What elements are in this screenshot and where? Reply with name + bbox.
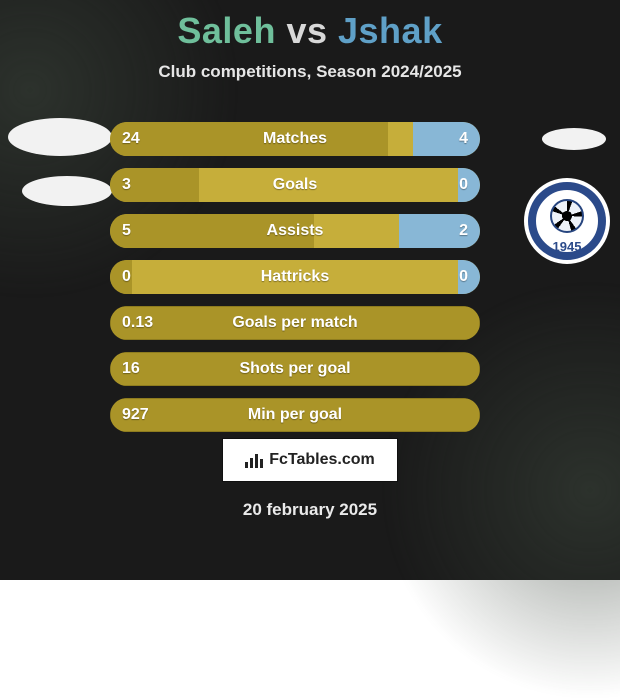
watermark: FcTables.com [222,438,398,482]
player1-avatar-placeholder-2 [22,176,112,206]
stat-row: 927Min per goal [110,398,480,432]
stat-row: 52Assists [110,214,480,248]
stat-label: Goals per match [110,306,480,340]
stat-label: Hattricks [110,260,480,294]
stat-row: 244Matches [110,122,480,156]
stat-row: 0.13Goals per match [110,306,480,340]
stat-row: 30Goals [110,168,480,202]
vs-sep: vs [286,10,327,51]
club-badge: 1945 [524,178,610,264]
stat-label: Min per goal [110,398,480,432]
stat-label: Shots per goal [110,352,480,386]
player2-avatar-placeholder [542,128,606,150]
bar-chart-icon [245,452,263,468]
stat-bars: 244Matches 30Goals 52Assists 00Hattricks 0.1… [110,122,480,444]
player1-avatar-placeholder-1 [8,118,112,156]
stat-label: Goals [110,168,480,202]
club-founding-year: 1945 [524,239,610,254]
comparison-title: Saleh vs Jshak [0,0,620,52]
soccer-ball-icon [550,199,584,233]
stat-row: 16Shots per goal [110,352,480,386]
subtitle: Club competitions, Season 2024/2025 [0,62,620,82]
footer-date: 20 february 2025 [0,500,620,520]
player2-name: Jshak [338,10,443,51]
player1-name: Saleh [177,10,276,51]
stat-row: 00Hattricks [110,260,480,294]
stat-label: Assists [110,214,480,248]
stat-label: Matches [110,122,480,156]
watermark-text: FcTables.com [269,451,375,469]
